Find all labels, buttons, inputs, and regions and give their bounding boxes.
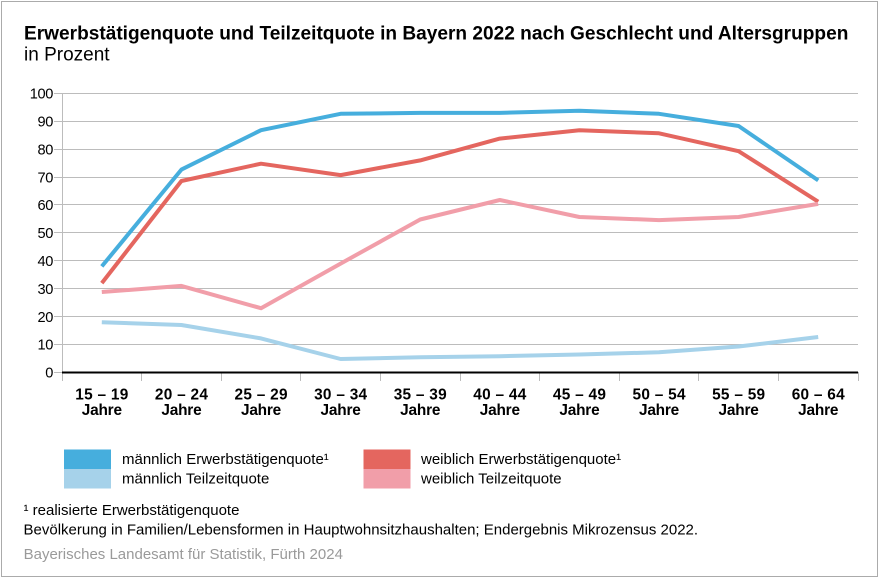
svg-text:¹ realisierte Erwerbstätigenqu: ¹ realisierte Erwerbstätigenquote — [24, 502, 240, 519]
svg-text:Jahre: Jahre — [798, 402, 839, 419]
svg-text:weiblich Teilzeitquote: weiblich Teilzeitquote — [420, 470, 562, 487]
svg-text:in Prozent: in Prozent — [24, 45, 110, 66]
svg-text:45 – 49: 45 – 49 — [553, 387, 606, 404]
svg-text:Jahre: Jahre — [480, 402, 521, 419]
svg-text:20 – 24: 20 – 24 — [155, 387, 208, 404]
svg-text:50 – 54: 50 – 54 — [633, 387, 686, 404]
svg-text:25 – 29: 25 – 29 — [235, 387, 288, 404]
svg-text:15 – 19: 15 – 19 — [75, 387, 128, 404]
svg-text:Jahre: Jahre — [559, 402, 600, 419]
svg-text:Jahre: Jahre — [161, 402, 202, 419]
svg-text:55 – 59: 55 – 59 — [712, 387, 765, 404]
svg-text:60 – 64: 60 – 64 — [792, 387, 845, 404]
svg-text:Erwerbstätigenquote und Teilze: Erwerbstätigenquote und Teilzeitquote in… — [24, 23, 848, 44]
svg-text:100: 100 — [30, 87, 54, 103]
svg-text:Jahre: Jahre — [321, 402, 362, 419]
svg-text:90: 90 — [37, 115, 53, 131]
svg-text:40 – 44: 40 – 44 — [473, 387, 526, 404]
svg-text:Jahre: Jahre — [241, 402, 282, 419]
svg-text:weiblich Erwerbstätigenquote¹: weiblich Erwerbstätigenquote¹ — [420, 451, 621, 468]
svg-text:männlich Teilzeitquote: männlich Teilzeitquote — [122, 470, 269, 487]
svg-text:70: 70 — [37, 170, 53, 186]
svg-text:Jahre: Jahre — [719, 402, 760, 419]
svg-text:80: 80 — [37, 142, 53, 158]
svg-text:Jahre: Jahre — [400, 402, 441, 419]
svg-text:männlich Erwerbstätigenquote¹: männlich Erwerbstätigenquote¹ — [122, 451, 329, 468]
svg-text:50: 50 — [37, 226, 53, 242]
svg-text:35 – 39: 35 – 39 — [394, 387, 447, 404]
svg-text:20: 20 — [37, 310, 53, 326]
svg-text:Jahre: Jahre — [82, 402, 123, 419]
svg-text:Bayerisches Landesamt für Stat: Bayerisches Landesamt für Statistik, Für… — [24, 546, 343, 563]
svg-text:0: 0 — [45, 366, 53, 382]
svg-text:10: 10 — [37, 338, 53, 354]
svg-text:30 – 34: 30 – 34 — [314, 387, 367, 404]
svg-text:30: 30 — [37, 282, 53, 298]
svg-text:Jahre: Jahre — [639, 402, 680, 419]
svg-text:40: 40 — [37, 254, 53, 270]
svg-text:60: 60 — [37, 198, 53, 214]
svg-text:Bevölkerung in Familien/Lebens: Bevölkerung in Familien/Lebensformen in … — [24, 522, 699, 539]
